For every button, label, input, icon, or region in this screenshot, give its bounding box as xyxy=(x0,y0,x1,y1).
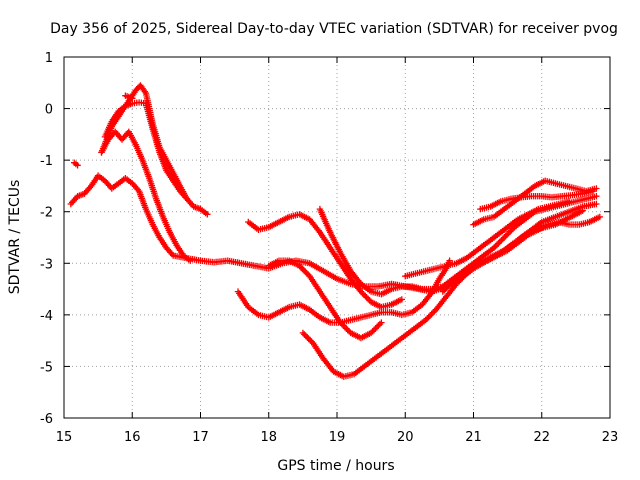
x-tick-label: 16 xyxy=(124,430,141,445)
series-arc-l xyxy=(470,177,600,228)
series-arc-e xyxy=(98,82,191,202)
series-arc-m xyxy=(477,187,597,213)
x-tick-label: 22 xyxy=(533,430,550,445)
series-arc-a xyxy=(71,159,81,169)
series-arc-g xyxy=(234,257,453,326)
series-markers xyxy=(245,211,405,311)
series-markers xyxy=(71,159,81,169)
x-tick-label: 23 xyxy=(602,430,619,445)
data-marks xyxy=(67,82,603,380)
series-arc-c xyxy=(98,128,194,264)
y-axis-label: SDTVAR / TECUs xyxy=(7,180,23,295)
series-arc-f xyxy=(122,92,136,102)
y-tick-label: -1 xyxy=(40,154,53,169)
series-markers xyxy=(234,257,453,326)
x-tick-label: 21 xyxy=(465,430,482,445)
y-tick-label: 0 xyxy=(45,103,53,118)
y-tick-label: -4 xyxy=(40,309,53,324)
y-tick-label: -5 xyxy=(40,360,53,375)
y-tick-label: -2 xyxy=(40,206,53,221)
series-arc-o xyxy=(439,207,586,295)
series-markers xyxy=(470,177,600,228)
x-tick-label: 17 xyxy=(192,430,209,445)
series-arc-n xyxy=(402,198,573,280)
x-tick-label: 18 xyxy=(260,430,277,445)
series-markers xyxy=(439,207,586,295)
series-arc-j xyxy=(265,257,385,342)
series-arc-h xyxy=(245,211,405,311)
series-markers xyxy=(98,82,191,202)
series-markers xyxy=(265,257,385,342)
x-tick-label: 19 xyxy=(329,430,346,445)
series-markers xyxy=(98,128,194,264)
series-markers xyxy=(402,198,573,280)
y-axis-ticks: 1 0 -1 -2 -3 -4 -5 -6 xyxy=(40,51,610,427)
series-markers xyxy=(122,92,136,102)
x-axis-label: GPS time / hours xyxy=(277,458,394,474)
series-markers xyxy=(299,213,603,380)
series-arc-k xyxy=(299,213,603,380)
y-tick-label: -3 xyxy=(40,257,53,272)
x-tick-label: 15 xyxy=(56,430,73,445)
chart-title: Day 356 of 2025, Sidereal Day-to-day VTE… xyxy=(50,21,618,37)
series-markers xyxy=(477,187,597,213)
x-axis-ticks: 15 16 17 18 19 20 21 22 23 xyxy=(56,57,619,445)
y-tick-label: -6 xyxy=(40,412,53,427)
y-tick-label: 1 xyxy=(45,51,53,66)
x-tick-label: 20 xyxy=(397,430,414,445)
